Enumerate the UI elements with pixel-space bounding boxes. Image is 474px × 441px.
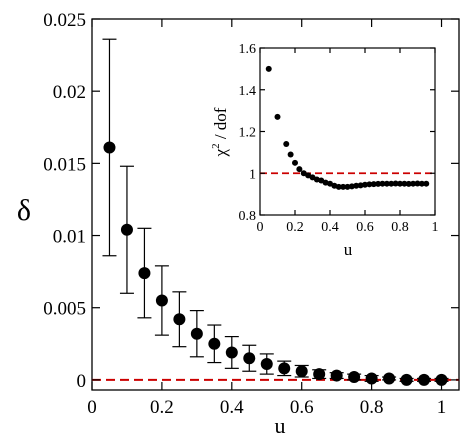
main-data-point-5 (190, 327, 203, 340)
inset-y-label-rest: / dof (211, 107, 230, 143)
main-y-tick-label-0: 0 (77, 371, 87, 392)
inset-data-point-22 (370, 181, 377, 188)
inset-plot-layer: 0 0.2 0.4 0.6 0.8 1 0.8 1 1.2 1.4 1.6 (239, 42, 439, 235)
inset-y-label-chi: χ (211, 148, 230, 157)
main-x-axis-label: u (275, 413, 286, 438)
inset-x-tick-label-3: 0.6 (356, 220, 374, 235)
main-data-point-15 (365, 372, 378, 385)
inset-background (260, 48, 435, 215)
main-data-point-12 (313, 368, 326, 381)
inset-data-point-4 (292, 159, 298, 166)
inset-data-point-24 (379, 180, 386, 187)
inset-data-point-18 (353, 182, 360, 189)
main-data-point-11 (295, 365, 308, 378)
main-data-point-7 (225, 346, 238, 359)
inset-y-axis-label: χ2 / dof (210, 107, 230, 157)
main-data-point-18 (418, 373, 431, 386)
main-x-tick-label-4: 0.8 (360, 397, 384, 418)
inset-x-tick-label-4: 0.8 (391, 220, 409, 235)
inset-data-point-27 (392, 180, 399, 187)
main-plot-frame (91, 18, 460, 391)
main-data-point-8 (243, 352, 256, 365)
main-x-tick-label-0: 0 (87, 397, 97, 418)
main-x-tick-label-1: 0.2 (150, 397, 174, 418)
inset-data-point-2 (283, 141, 290, 148)
inset-y-tick-label-3: 1.4 (239, 84, 257, 99)
inset-data-point-23 (375, 180, 382, 187)
main-y-tick-label-5: 0.025 (43, 10, 86, 31)
inset-data-point-29 (401, 180, 408, 187)
inset-y-tick-label-4: 1.6 (239, 42, 257, 57)
main-plot-layer: 0 0.2 0.4 0.6 0.8 1 0 0.005 0.01 0.015 0.02 0.025 (43, 10, 459, 418)
main-data-point-13 (330, 369, 343, 382)
main-data-point-9 (260, 358, 273, 371)
inset-data-point-19 (357, 182, 364, 189)
inset-data-point-28 (397, 180, 403, 187)
inset-data-point-21 (366, 181, 373, 188)
inset-data-point-34 (423, 180, 430, 187)
main-data-point-16 (383, 372, 396, 385)
inset-data-point-0 (265, 65, 272, 72)
inset-data-point-33 (418, 180, 425, 187)
main-y-axis-label: δ (17, 194, 31, 227)
main-x-tick-label-3: 0.6 (290, 397, 314, 418)
inset-y-tick-label-2: 1.2 (239, 126, 257, 141)
inset-x-tick-label-0: 0 (257, 220, 264, 235)
main-data-point-0 (103, 141, 116, 154)
main-data-point-3 (155, 294, 168, 307)
inset-data-point-3 (287, 151, 294, 158)
inset-data-point-5 (296, 166, 303, 173)
inset-y-tick-label-1: 1 (249, 167, 256, 182)
inset-data-point-20 (362, 181, 368, 188)
main-data-point-14 (348, 371, 361, 384)
inset-data-point-26 (388, 180, 395, 187)
inset-data-point-1 (274, 113, 281, 120)
inset-data-point-14 (335, 183, 342, 190)
inset-data-point-17 (348, 183, 355, 190)
inset-y-tick-label-0: 0.8 (239, 209, 257, 224)
main-y-tick-label-4: 0.02 (53, 82, 86, 103)
main-data-point-19 (435, 373, 448, 386)
inset-x-tick-label-2: 0.4 (321, 220, 339, 235)
main-data-point-4 (173, 313, 186, 326)
inset-data-point-16 (344, 183, 351, 190)
inset-data-point-15 (340, 183, 347, 190)
inset-data-point-25 (383, 180, 390, 187)
inset-x-tick-label-1: 0.2 (286, 220, 304, 235)
svg-text:χ2 / dof: χ2 / dof (210, 107, 230, 157)
main-y-tick-label-3: 0.015 (43, 154, 86, 175)
main-data-point-6 (208, 337, 221, 350)
main-y-tick-label-2: 0.01 (53, 227, 86, 248)
inset-y-label-sup: 2 (210, 143, 222, 149)
inset-x-tick-label-5: 1 (432, 220, 439, 235)
main-data-point-1 (120, 223, 133, 236)
main-y-tick-label-1: 0.005 (43, 299, 86, 320)
inset-data-point-32 (414, 180, 421, 187)
main-data-point-2 (138, 267, 151, 280)
inset-data-point-31 (410, 180, 417, 187)
inset-data-point-30 (405, 180, 412, 187)
main-x-tick-label-2: 0.4 (220, 397, 244, 418)
inset-x-axis-label: u (344, 240, 353, 259)
main-x-tick-label-5: 1 (437, 397, 447, 418)
main-data-point-10 (278, 362, 291, 375)
main-data-point-17 (400, 373, 413, 386)
